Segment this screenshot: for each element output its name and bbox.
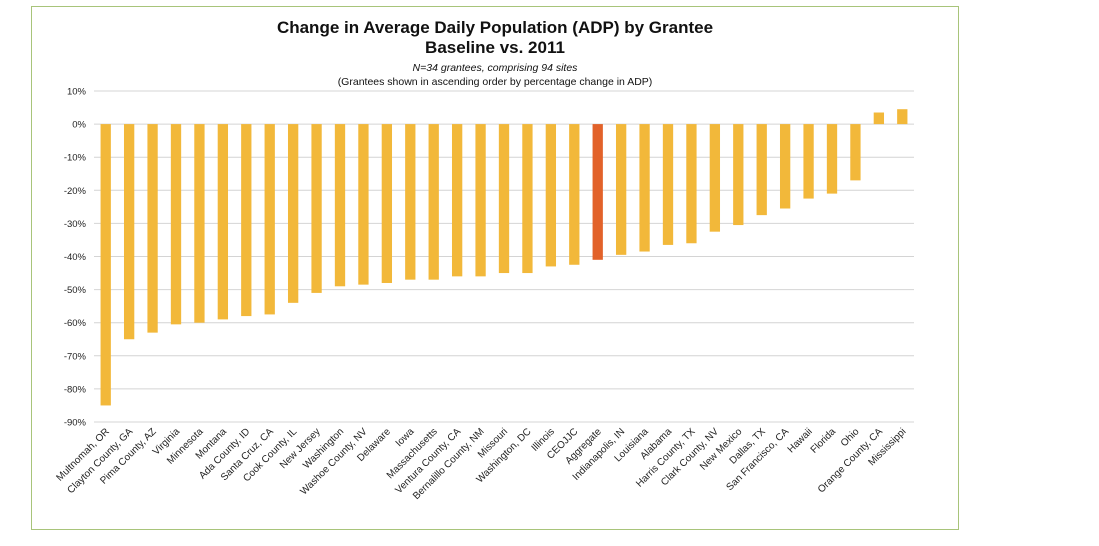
bar-ceojjc xyxy=(569,124,580,265)
bars xyxy=(100,109,908,406)
y-tick-label: -80% xyxy=(64,384,87,395)
bar-clayton-county-ga xyxy=(123,124,135,340)
bar-mississippi xyxy=(897,109,908,125)
bar-washington xyxy=(334,124,346,287)
bar-dallas-tx xyxy=(756,124,767,216)
bar-orange-county-ca xyxy=(873,112,885,125)
bar-missouri xyxy=(498,124,510,274)
y-tick-label: 10% xyxy=(67,87,87,98)
bar-santa-cruz-ca xyxy=(264,124,275,315)
chart-note-sample: N=34 grantees, comprising 94 sites xyxy=(412,62,578,74)
y-tick-label: -20% xyxy=(64,186,87,197)
chart-note-order: (Grantees shown in ascending order by pe… xyxy=(337,76,653,88)
y-tick-label: -70% xyxy=(64,351,87,362)
bar-ventura-county-ca xyxy=(451,124,463,277)
y-tick-label: -50% xyxy=(64,285,87,296)
bar-chart: 10% 0% -10% -20% -30% -40% -50% -60% -70% -80% -90… xyxy=(55,87,914,502)
chart-title: Change in Average Daily Population (ADP)… xyxy=(276,18,714,37)
bar-cook-county-il xyxy=(287,124,299,303)
y-tick-label: -10% xyxy=(64,153,87,164)
bar-louisiana xyxy=(639,124,650,252)
bar-multnomah-or xyxy=(100,124,111,406)
bar-ohio xyxy=(850,124,861,181)
bar-florida xyxy=(826,124,838,194)
bar-washoe-county-nv xyxy=(358,124,369,285)
bar-harris-county-tx xyxy=(686,124,697,244)
bar-bernalillo-county-nm xyxy=(475,124,486,277)
y-axis-ticks: 10% 0% -10% -20% -30% -40% -50% -60% -70% -80% -90… xyxy=(64,87,87,429)
bar-aggregate xyxy=(592,124,603,260)
bar-iowa xyxy=(405,124,416,280)
bar-san-francisco-ca xyxy=(779,124,791,209)
bar-pima-county-az xyxy=(147,124,158,333)
bar-indianapolis-in xyxy=(615,124,627,255)
bar-hawaii xyxy=(803,124,814,199)
bar-clark-county-nv xyxy=(709,124,721,232)
bar-minnesota xyxy=(194,124,205,323)
y-tick-label: -40% xyxy=(64,252,87,263)
bar-ada-county-id xyxy=(241,124,252,317)
x-tick-label: Florida xyxy=(809,426,839,456)
y-tick-label: 0% xyxy=(72,120,86,131)
y-tick-label: -90% xyxy=(64,418,87,429)
bar-virginia xyxy=(170,124,182,325)
bar-alabama xyxy=(662,124,674,245)
y-tick-label: -60% xyxy=(64,318,87,329)
bar-montana xyxy=(217,124,229,320)
y-tick-label: -30% xyxy=(64,219,87,230)
x-tick-label: Hawaii xyxy=(786,426,815,455)
bar-washington-dc xyxy=(522,124,533,274)
bar-illinois xyxy=(545,124,557,267)
chart-subtitle: Baseline vs. 2011 xyxy=(425,38,565,57)
bar-new-mexico xyxy=(733,124,744,226)
chart-frame: Change in Average Daily Population (ADP)… xyxy=(31,6,959,530)
bar-massachusetts xyxy=(428,124,439,280)
bar-new-jersey xyxy=(311,124,322,293)
bar-delaware xyxy=(381,124,393,283)
